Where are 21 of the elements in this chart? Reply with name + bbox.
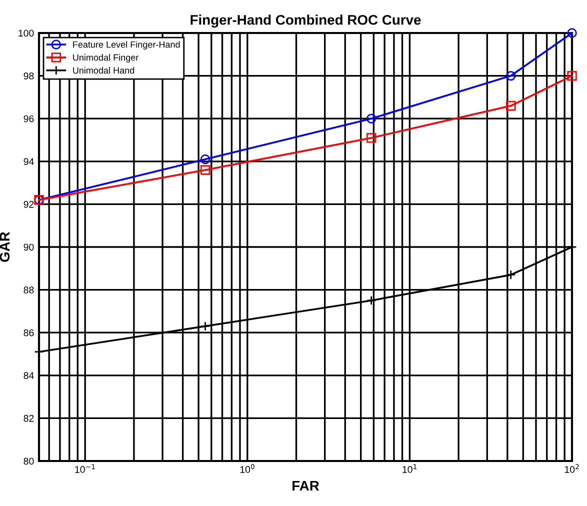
x-axis-title: FAR <box>292 480 320 491</box>
y-tick-label: 90 <box>24 244 34 251</box>
y-tick-label: 80 <box>24 458 34 465</box>
chart-title: Finger-Hand Combined ROC Curve <box>190 14 421 28</box>
y-axis-title: GAR <box>0 232 10 262</box>
y-tick-label: 84 <box>24 372 34 380</box>
y-tick-label: 82 <box>24 414 34 422</box>
x-tick-label: 10$^{−1}$ <box>75 464 95 473</box>
y-tick-label: 92 <box>24 200 34 208</box>
x-tick-label: 10$^{1}$ <box>402 464 417 473</box>
y-tick-label: 96 <box>24 115 34 122</box>
legend-label: Feature Level Finger-Hand <box>73 41 180 50</box>
y-tick-label: 94 <box>24 158 34 166</box>
x-tick-label: 10$^{0}$ <box>240 464 254 473</box>
y-tick-label: 100 <box>18 30 34 37</box>
legend-label: Unimodal Hand <box>73 66 134 74</box>
y-tick-label: 86 <box>24 329 34 336</box>
x-tick-label: 10$^{2}$ <box>564 464 579 473</box>
y-tick-label: 88 <box>24 286 34 294</box>
legend-label: Unimodal Finger <box>73 54 138 62</box>
y-tick-label: 98 <box>24 72 34 80</box>
